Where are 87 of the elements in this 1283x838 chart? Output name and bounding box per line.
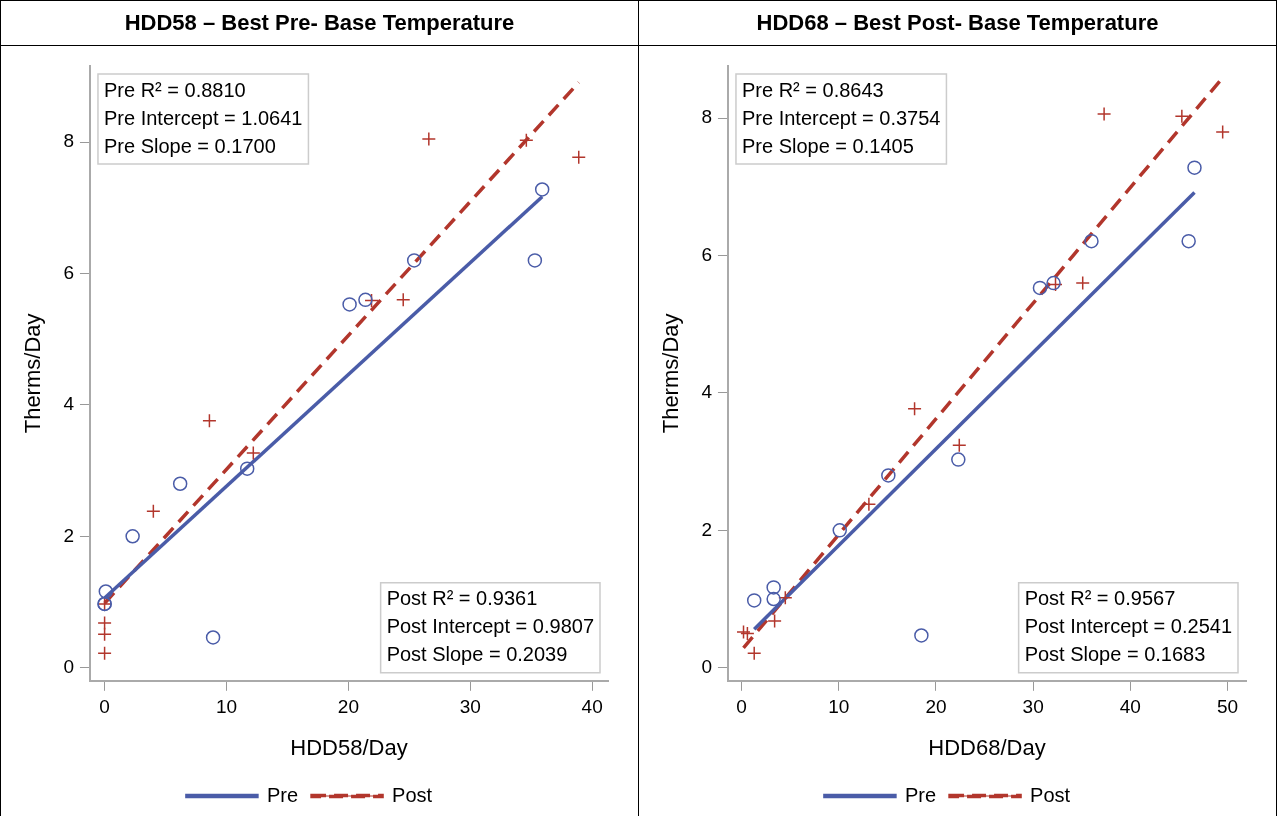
y-tick-label: 8 [63, 130, 74, 152]
point [202, 413, 217, 428]
y-tick-label: 6 [63, 261, 74, 283]
y-tick-label: 2 [701, 518, 712, 540]
point [97, 645, 112, 661]
x-tick-label: 50 [1216, 696, 1239, 718]
x-tick-label: 10 [828, 696, 850, 718]
point [951, 452, 966, 467]
point [746, 646, 762, 661]
point [421, 131, 437, 147]
point [767, 613, 782, 629]
point [861, 497, 877, 512]
x-tick-label: 0 [99, 696, 110, 718]
point [1096, 106, 1112, 122]
point [1075, 275, 1090, 291]
point [736, 624, 751, 640]
point [97, 615, 112, 631]
point [406, 253, 422, 268]
y-tick-label: 4 [63, 393, 75, 415]
point [172, 476, 188, 491]
point [342, 297, 357, 312]
x-tick-label: 30 [1022, 696, 1044, 718]
point [571, 150, 586, 165]
point [1187, 160, 1202, 175]
y-tick-label: 0 [701, 655, 712, 677]
point [97, 626, 112, 642]
y-axis-title: Therms/Day [658, 313, 684, 434]
point [914, 628, 929, 643]
point [246, 445, 261, 461]
y-tick-label: 8 [701, 106, 712, 128]
point [146, 504, 161, 519]
point [766, 580, 781, 595]
x-axis-title: HDD68/Day [928, 734, 1046, 760]
chart-title: HDD68 – Best Post- Base Temperature [639, 0, 1276, 46]
point [527, 253, 543, 268]
y-tick-label: 0 [63, 655, 74, 677]
annotation: Post R² = 0.9361 [386, 587, 538, 610]
x-tick-label: 40 [581, 696, 603, 718]
point [740, 626, 755, 641]
y-tick-label: 2 [63, 524, 74, 546]
annotation: Pre R² = 0.8810 [103, 78, 246, 101]
x-tick-label: 0 [736, 696, 747, 718]
point [832, 523, 847, 538]
chart-title: HDD58 – Best Pre- Base Temperature [1, 0, 638, 46]
annotation: Pre Slope = 0.1405 [741, 134, 914, 157]
annotation: Pre Intercept = 1.0641 [103, 106, 303, 129]
point [907, 401, 922, 417]
point [364, 293, 379, 308]
point [1174, 108, 1190, 124]
point [1181, 233, 1196, 249]
x-tick-label: 40 [1119, 696, 1141, 718]
point [534, 182, 550, 197]
annotation: Post Intercept = 0.9807 [386, 615, 595, 638]
x-tick-label: 20 [925, 696, 947, 718]
point [778, 590, 793, 605]
point [746, 593, 762, 608]
legend-label: Pre [266, 783, 299, 806]
y-tick-label: 6 [701, 243, 712, 265]
point [952, 437, 967, 453]
legend-label: Post [392, 783, 433, 806]
point [519, 132, 534, 148]
legend-label: Post [1030, 783, 1071, 806]
annotation: Pre Slope = 0.1700 [103, 134, 276, 157]
y-tick-label: 4 [701, 381, 713, 403]
annotation: Pre R² = 0.8643 [741, 78, 884, 101]
annotation: Post Slope = 0.1683 [1024, 643, 1206, 666]
point [395, 292, 411, 308]
annotation: Post R² = 0.9567 [1024, 587, 1176, 610]
annotation: Post Slope = 0.2039 [386, 643, 568, 666]
point [239, 461, 255, 476]
x-tick-label: 10 [215, 696, 238, 718]
point [1084, 233, 1099, 249]
point [766, 591, 781, 607]
point [98, 584, 114, 599]
point [1215, 124, 1230, 140]
point [125, 529, 140, 544]
point [205, 630, 221, 645]
annotation: Pre Intercept = 0.3754 [741, 106, 941, 129]
x-tick-label: 30 [459, 696, 481, 718]
legend-label: Pre [904, 783, 937, 806]
x-tick-label: 20 [337, 696, 359, 718]
y-axis-title: Therms/Day [20, 313, 46, 434]
point [358, 292, 373, 308]
annotation: Post Intercept = 0.2541 [1024, 615, 1233, 638]
point [1032, 280, 1048, 296]
point [881, 468, 896, 483]
x-axis-title: HDD58/Day [290, 734, 408, 760]
